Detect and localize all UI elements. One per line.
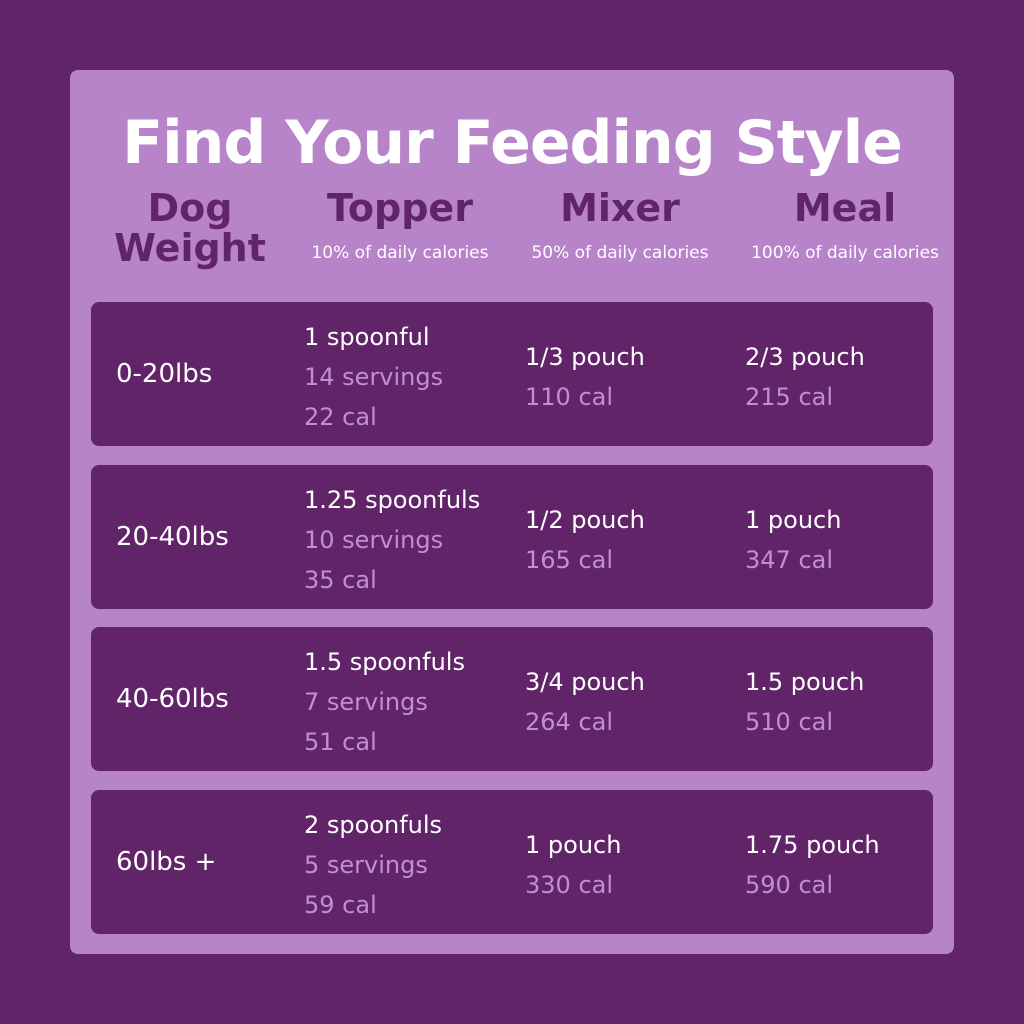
mixer-line: 3/4 pouch bbox=[525, 668, 645, 696]
column-header: Meal 100% of daily calories bbox=[735, 188, 955, 278]
meal-line: 347 cal bbox=[745, 545, 834, 574]
meal-cell: 1.75 pouch 590 cal bbox=[745, 825, 880, 905]
topper-cell: 1.25 spoonfuls 10 servings 35 cal bbox=[304, 480, 480, 600]
column-sub: 100% of daily calories bbox=[751, 243, 939, 263]
table-row: 0-20lbs 1 spoonful 14 servings 22 cal 1/3 po… bbox=[91, 302, 933, 446]
column-name: Meal bbox=[793, 186, 897, 230]
column-header: Topper 10% of daily calories bbox=[295, 188, 505, 278]
title: Find Your Feeding Style bbox=[122, 108, 903, 178]
meal-cell: 2/3 pouch 215 cal bbox=[745, 337, 865, 417]
topper-cell: 1 spoonful 14 servings 22 cal bbox=[304, 317, 443, 437]
mixer-line: 1/3 pouch bbox=[525, 343, 645, 371]
column-header: Dog Weight bbox=[100, 188, 280, 268]
topper-line: 59 cal bbox=[304, 890, 377, 919]
meal-line: 1.5 pouch bbox=[745, 668, 865, 696]
mixer-line: 1/2 pouch bbox=[525, 505, 645, 534]
topper-line: 1.25 spoonfuls bbox=[304, 485, 481, 514]
topper-line: 51 cal bbox=[304, 728, 377, 756]
table-row: 40-60lbs 1.5 spoonfuls 7 servings 51 cal 3/4… bbox=[91, 627, 933, 771]
topper-line: 1 spoonful bbox=[304, 323, 430, 351]
column-name: Mixer bbox=[560, 186, 680, 230]
topper-line: 10 servings bbox=[304, 525, 444, 554]
column-name: Topper bbox=[327, 186, 473, 230]
meal-line: 2/3 pouch bbox=[745, 343, 865, 371]
topper-line: 1.5 spoonfuls bbox=[304, 648, 465, 676]
topper-cell: 2 spoonfuls 5 servings 59 cal bbox=[304, 805, 442, 925]
meal-line: 1.75 pouch bbox=[745, 830, 880, 859]
column-sub: 10% of daily calories bbox=[311, 243, 489, 263]
mixer-cell: 1 pouch 330 cal bbox=[525, 825, 621, 905]
topper-line: 35 cal bbox=[304, 565, 377, 594]
weight: 60lbs + bbox=[116, 846, 217, 877]
meal-line: 510 cal bbox=[745, 708, 834, 736]
mixer-cell: 3/4 pouch 264 cal bbox=[525, 662, 645, 742]
topper-line: 7 servings bbox=[304, 688, 428, 716]
mixer-line: 165 cal bbox=[525, 545, 614, 574]
mixer-line: 264 cal bbox=[525, 708, 614, 736]
table-row: 20-40lbs 1.25 spoonfuls 10 servings 35 cal 1… bbox=[91, 464, 933, 609]
mixer-line: 330 cal bbox=[525, 870, 614, 899]
meal-line: 1 pouch bbox=[745, 505, 842, 534]
weight: 40-60lbs bbox=[116, 684, 229, 714]
weight: 20-40lbs bbox=[116, 521, 229, 552]
topper-line: 14 servings bbox=[304, 363, 444, 391]
topper-line: 5 servings bbox=[304, 850, 428, 879]
mixer-line: 110 cal bbox=[525, 383, 614, 411]
meal-line: 590 cal bbox=[745, 870, 834, 899]
mixer-cell: 1/3 pouch 110 cal bbox=[525, 337, 645, 417]
topper-cell: 1.5 spoonfuls 7 servings 51 cal bbox=[304, 642, 465, 762]
column-name: Dog Weight bbox=[114, 186, 266, 270]
column-sub: 50% of daily calories bbox=[531, 243, 709, 263]
meal-cell: 1 pouch 347 cal bbox=[745, 500, 841, 580]
mixer-cell: 1/2 pouch 165 cal bbox=[525, 500, 645, 580]
weight: 0-20lbs bbox=[116, 359, 213, 389]
topper-line: 2 spoonfuls bbox=[304, 810, 443, 839]
meal-cell: 1.5 pouch 510 cal bbox=[745, 662, 864, 742]
column-header: Mixer 50% of daily calories bbox=[515, 188, 725, 278]
topper-line: 22 cal bbox=[304, 403, 377, 431]
meal-line: 215 cal bbox=[745, 383, 834, 411]
mixer-line: 1 pouch bbox=[525, 830, 622, 859]
card: Find Your Feeding Style Dog Weight Topper… bbox=[70, 70, 954, 954]
table-row: 60lbs + 2 spoonfuls 5 servings 59 cal 1 pouc… bbox=[91, 789, 933, 934]
